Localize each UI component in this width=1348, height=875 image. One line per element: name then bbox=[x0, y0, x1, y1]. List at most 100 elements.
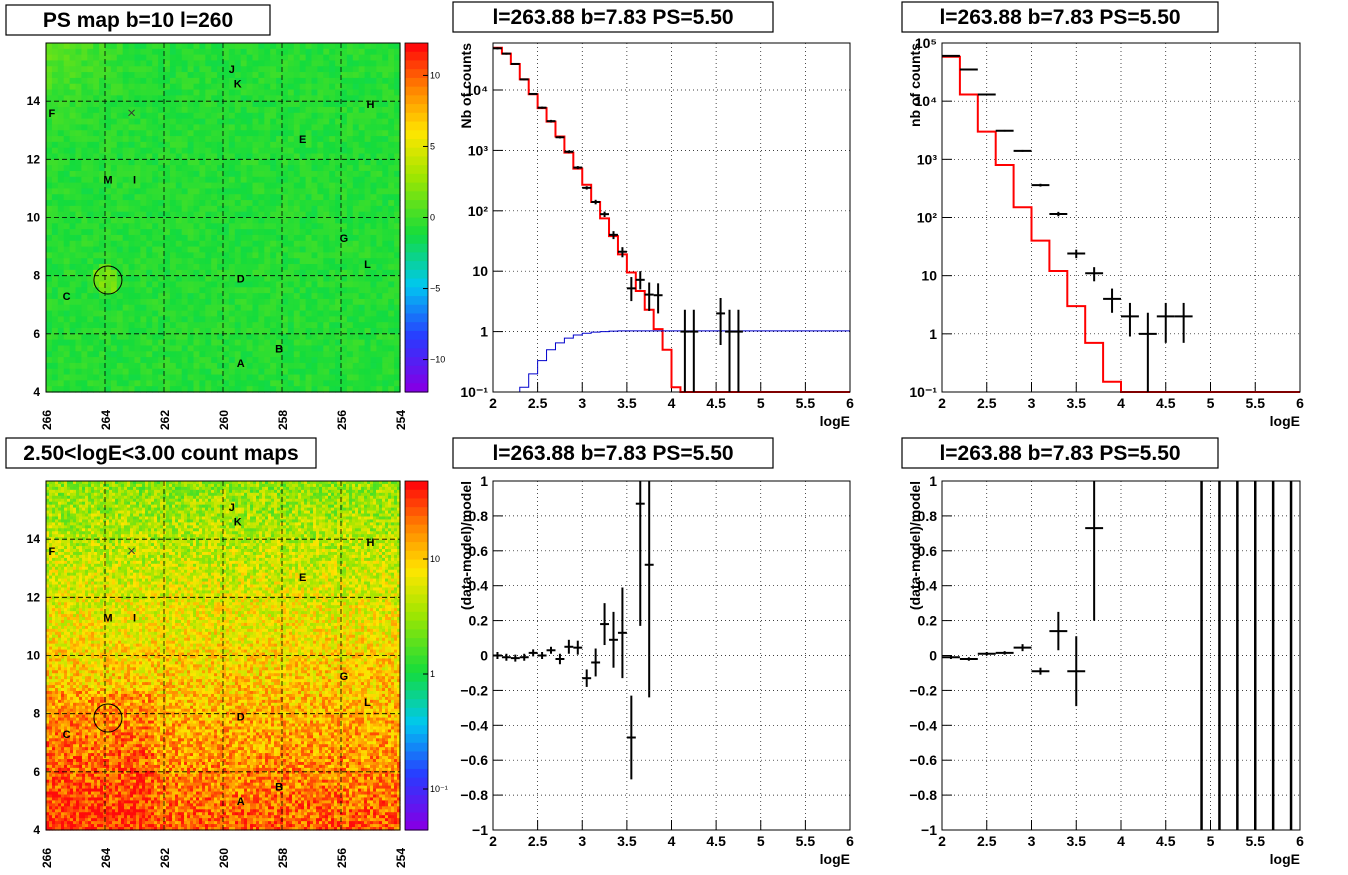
heatmap-cell bbox=[69, 217, 77, 224]
heatmap-cell bbox=[205, 495, 209, 500]
heatmap-cell bbox=[46, 304, 53, 312]
heatmap-cell bbox=[51, 258, 59, 265]
heatmap-cell bbox=[252, 153, 259, 160]
heatmap-cell bbox=[105, 43, 112, 50]
heatmap-cell bbox=[217, 507, 221, 512]
heatmap-cell bbox=[202, 495, 206, 500]
heatmap-cell bbox=[69, 194, 77, 201]
heatmap-cell bbox=[394, 304, 401, 312]
heatmap-cell bbox=[152, 269, 159, 277]
heatmap-cell bbox=[196, 483, 200, 488]
heatmap-cell bbox=[187, 66, 195, 73]
heatmap-cell bbox=[122, 264, 130, 271]
heatmap-cell bbox=[370, 106, 377, 114]
heatmap-cell bbox=[276, 89, 283, 96]
heatmap-cell bbox=[169, 486, 173, 491]
heatmap-cell bbox=[301, 483, 305, 488]
heatmap-cell bbox=[205, 118, 212, 126]
heatmap-cell bbox=[211, 507, 215, 512]
heatmap-cell bbox=[134, 339, 141, 347]
heatmap-cell bbox=[94, 498, 98, 503]
heatmap-cell bbox=[87, 345, 94, 352]
heatmap-cell bbox=[334, 498, 338, 503]
heatmap-cell bbox=[228, 170, 236, 178]
heatmap-cell bbox=[93, 200, 100, 207]
heatmap-cell bbox=[99, 380, 106, 387]
heatmap-cell bbox=[293, 339, 301, 347]
heatmap-cell bbox=[370, 147, 377, 155]
heatmap-cell bbox=[82, 489, 86, 494]
heatmap-cell bbox=[169, 229, 177, 236]
heatmap-cell bbox=[240, 287, 248, 294]
heatmap-cell bbox=[169, 258, 177, 265]
heatmap-cell bbox=[335, 386, 342, 393]
heatmap-cell bbox=[152, 147, 159, 155]
colorbar-segment bbox=[405, 304, 428, 315]
heatmap-cell bbox=[169, 492, 173, 497]
heatmap-cell bbox=[394, 501, 398, 506]
heatmap-cell bbox=[276, 322, 283, 329]
heatmap-cell bbox=[246, 89, 254, 96]
heatmap-cell bbox=[287, 368, 295, 376]
heatmap-cell bbox=[57, 240, 65, 248]
heatmap-cell bbox=[317, 136, 324, 143]
heatmap-cell bbox=[370, 258, 377, 265]
x-tick-label: 6 bbox=[846, 395, 854, 411]
heatmap-cell bbox=[202, 501, 206, 506]
y-tick-label: 1 bbox=[480, 324, 488, 340]
heatmap-cell bbox=[325, 504, 329, 509]
heatmap-cell bbox=[93, 205, 100, 213]
heatmap-cell bbox=[93, 374, 100, 381]
heatmap-cell bbox=[223, 165, 230, 172]
heatmap-cell bbox=[220, 486, 224, 491]
heatmap-cell bbox=[259, 481, 263, 485]
heatmap-cell bbox=[55, 507, 59, 512]
heatmap-cell bbox=[382, 495, 386, 500]
heatmap-cell bbox=[385, 486, 389, 491]
heatmap-cell bbox=[370, 217, 377, 224]
heatmap-cell bbox=[293, 200, 301, 207]
heatmap-cell bbox=[69, 136, 77, 143]
heatmap-cell bbox=[154, 495, 158, 500]
heatmap-cell bbox=[157, 481, 161, 485]
heatmap-cell bbox=[69, 345, 77, 352]
heatmap-cell bbox=[264, 293, 271, 300]
heatmap-cell bbox=[298, 495, 302, 500]
heatmap-cell bbox=[234, 165, 242, 172]
heatmap-cell bbox=[87, 374, 94, 381]
heatmap-cell bbox=[246, 101, 254, 108]
heatmap-cell bbox=[69, 112, 77, 120]
heatmap-cell bbox=[270, 351, 277, 358]
heatmap-cell bbox=[246, 298, 254, 306]
heatmap-cell bbox=[246, 153, 254, 160]
heatmap-cell bbox=[258, 386, 265, 393]
heatmap-cell bbox=[99, 240, 106, 248]
heatmap-cell bbox=[246, 188, 254, 195]
heatmap-cell bbox=[57, 298, 65, 306]
heatmap-cell bbox=[341, 316, 348, 323]
heatmap-cell bbox=[202, 507, 206, 512]
heatmap-cell bbox=[258, 269, 265, 277]
heatmap-cell bbox=[57, 89, 65, 96]
heatmap-cell bbox=[121, 498, 125, 503]
heatmap-cell bbox=[397, 489, 401, 494]
heatmap-cell bbox=[270, 246, 277, 253]
heatmap-cell bbox=[252, 176, 259, 184]
colorbar-segment bbox=[405, 287, 428, 297]
heatmap-cell bbox=[328, 489, 332, 494]
heatmap-cell bbox=[181, 170, 189, 178]
heatmap-cell bbox=[163, 483, 167, 488]
heatmap-cell bbox=[252, 246, 259, 253]
heatmap-cell bbox=[208, 501, 212, 506]
heatmap-cell bbox=[73, 504, 77, 509]
heatmap-cell bbox=[370, 386, 377, 393]
heatmap-cell bbox=[234, 316, 242, 323]
heatmap-cell bbox=[352, 211, 360, 219]
heatmap-cell bbox=[271, 498, 275, 503]
heatmap-cell bbox=[81, 66, 88, 73]
heatmap-cell bbox=[382, 223, 389, 230]
heatmap-cell bbox=[217, 205, 224, 213]
heatmap-cell bbox=[217, 48, 224, 56]
heatmap-cell bbox=[394, 112, 401, 120]
